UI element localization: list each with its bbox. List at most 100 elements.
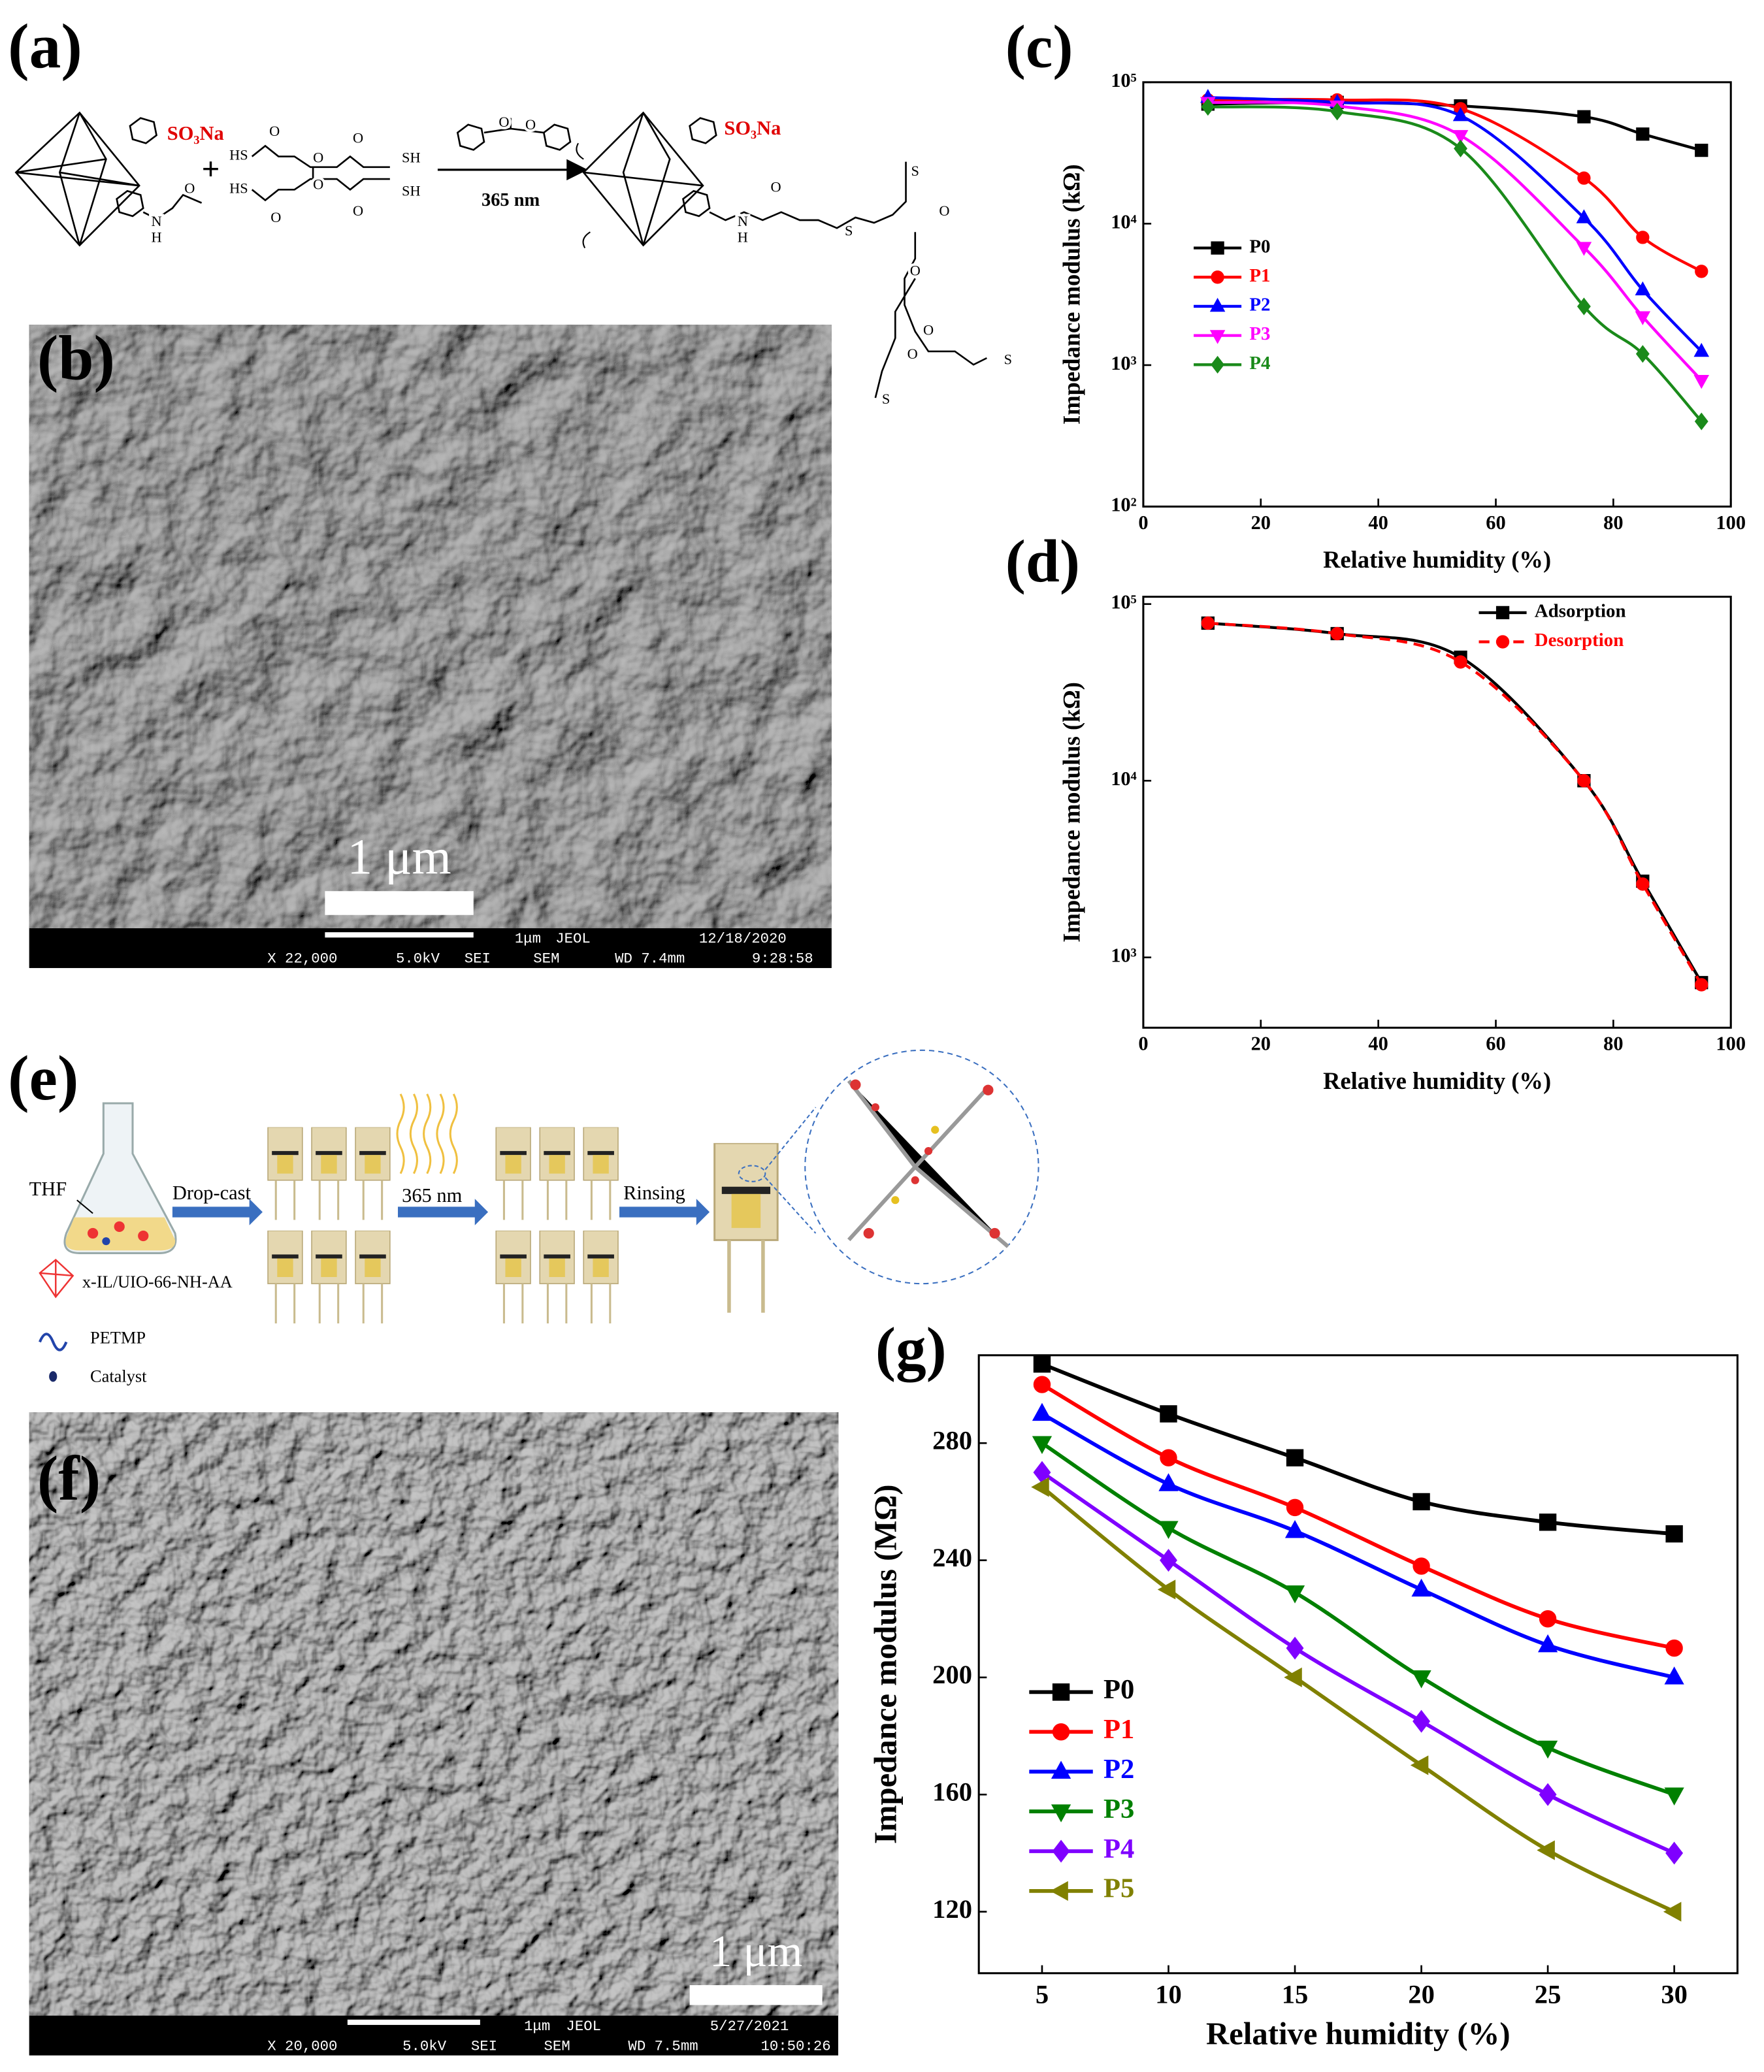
data-point [1286,1498,1304,1517]
sem-info: WD 7.4mm [615,950,685,967]
sem-info: 12/18/2020 [699,930,787,947]
atom-label: O [313,176,323,192]
sem-info: SEI [471,2037,497,2054]
legend-label: P2 [1249,295,1270,316]
data-point [1665,1525,1683,1543]
atom-label: O [923,322,934,338]
panel-label: (g) [875,1316,947,1383]
data-point [1160,1549,1177,1572]
solvent-label: THF [29,1178,67,1200]
data-point [1454,655,1467,669]
step-label: Rinsing [623,1182,685,1204]
data-point [1286,1636,1304,1660]
atom-label: HS [229,147,248,163]
series-line [1041,1470,1675,1855]
legend-label: Adsorption [1535,601,1626,622]
x-tick-label: 20 [1251,1033,1271,1055]
atom-label: S [911,163,919,179]
y-axis-label: Impedance modulus (MΩ) [868,1484,903,1844]
x-tick-label: 60 [1486,1033,1505,1055]
atom-label: HS [229,180,248,196]
sem-info: X 22,000 [267,950,337,967]
x-tick-label: 15 [1282,1980,1309,2009]
data-point [1411,1670,1431,1689]
data-point [1577,110,1591,123]
chem-label: SO₃Na [724,117,781,139]
atom-label: N [151,213,161,229]
plot-frame [977,1354,1739,1975]
data-point [1452,107,1469,121]
series-line [1041,1441,1675,1796]
sem-info: JEOL [555,930,591,947]
series-line [1207,105,1703,423]
data-point [1664,1666,1684,1685]
step-label: 365 nm [402,1184,462,1206]
data-point [1695,265,1708,278]
panel-label: (d) [1005,528,1080,595]
data-point [1160,1449,1177,1466]
data-point [1539,1783,1557,1806]
y-tick-label: 10⁵ [1111,69,1137,91]
data-point [1576,209,1592,223]
series-line [1041,1412,1675,1679]
x-tick-label: 0 [1138,511,1148,534]
atom-label: O [353,129,363,146]
sem-info: SEI [465,950,491,967]
x-tick-label: 100 [1716,1033,1746,1055]
sem-info: 9:28:58 [752,950,813,967]
sem-info: SEM [533,950,559,967]
data-point [1157,1579,1176,1600]
x-tick-label: 60 [1486,511,1505,534]
x-axis-label: Relative humidity (%) [1206,2016,1510,2051]
atom-label: O [270,209,281,225]
x-tick-label: 30 [1661,1980,1688,2009]
light-label: 365 nm [482,190,540,210]
y-tick-label: 10⁴ [1111,210,1137,233]
legend-marker [1209,297,1226,312]
legend-label: P1 [1103,1714,1134,1745]
data-point [1031,1477,1049,1497]
data-point [1413,1709,1431,1733]
atom-label: O [771,178,781,195]
data-point [1286,1449,1304,1466]
legend-marker [1051,1804,1071,1822]
sem-image [29,325,832,929]
panel-label: (e) [8,1043,78,1114]
legend-label: Desorption [1535,630,1624,651]
data-point [1201,616,1215,630]
x-tick-label: 40 [1368,1033,1388,1055]
panel-label: (c) [1005,14,1073,81]
sem-info: 5.0kV [396,950,440,967]
data-point [1537,1840,1555,1860]
atom-label: N [738,213,748,229]
data-point [1537,1740,1558,1759]
x-tick-label: 10 [1155,1980,1182,2009]
data-point [1158,1521,1179,1539]
sem-info: 1μm [515,930,541,947]
atom-label: SH [402,150,421,166]
chem-plus: + [202,152,220,187]
data-point [1452,130,1469,144]
data-point [1635,281,1651,296]
data-point [1577,297,1591,316]
legend-marker [1051,1760,1071,1779]
data-point [1636,231,1650,244]
series-line [1041,1485,1675,1914]
x-axis-label: Relative humidity (%) [1323,1067,1551,1094]
scale-label: 1 μm [710,1926,802,1976]
atom-label: O [269,123,280,139]
atom-label: O [525,116,536,133]
sem-info: 5.0kV [402,2037,447,2054]
sem-info: JEOL [566,2018,601,2035]
atom-label: S [882,391,890,407]
data-point [1158,1473,1179,1491]
data-point [1665,1639,1683,1657]
atom-label: O [353,202,363,219]
atom-label: O [939,202,949,219]
legend-marker [1209,330,1226,344]
data-point [1576,242,1592,256]
y-axis-label: Impedance modulus (kΩ) [1058,164,1085,425]
legend-label: P4 [1103,1834,1134,1864]
sem-info: WD 7.5mm [628,2037,698,2054]
legend-marker [1052,1723,1070,1741]
